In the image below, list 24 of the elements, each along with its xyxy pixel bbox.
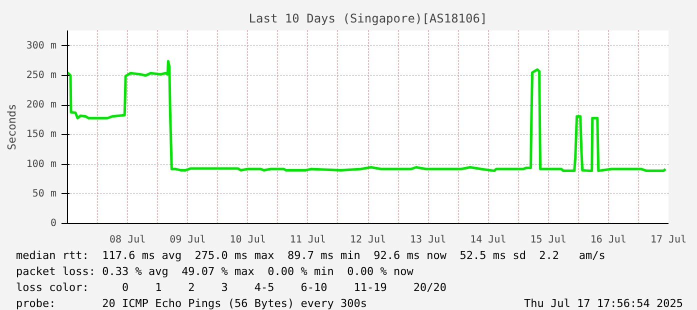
y-tick-label: 50 m	[32, 188, 57, 200]
text: probe: 20 ICMP Echo Pings (56 Bytes) every 300s	[16, 297, 367, 310]
y-tick-label: 0	[50, 218, 57, 229]
x-tick-label: 14 Jul	[470, 234, 506, 246]
text: loss color: 0 1 2 3 4-5 6-10 11-19 20/20	[16, 281, 446, 294]
y-tick-label: 150 m	[26, 129, 57, 140]
y-tick-label: 100 m	[26, 158, 57, 170]
y-tick-label: 300 m	[26, 40, 57, 52]
x-tick-label: 17 Jul	[650, 234, 687, 246]
x-tick-label: 12 Jul	[350, 234, 386, 246]
x-tick-label: 09 Jul	[170, 234, 206, 246]
x-tick-label: 11 Jul	[290, 234, 326, 246]
y-tick-label: 200 m	[26, 100, 57, 111]
text: packet loss: 0.33 % avg 49.07 % max 0.00 % min 0.00 % now	[16, 265, 414, 278]
y-axis-title: Seconds	[5, 104, 18, 150]
text: Thu Jul 17 17:56:54 2025	[524, 296, 683, 310]
x-tick-label: 10 Jul	[230, 234, 266, 246]
x-tick-label: 08 Jul	[110, 234, 146, 246]
chart-title: Last 10 Days (Singapore)[AS18106]	[248, 12, 488, 26]
x-tick-label: 15 Jul	[530, 234, 566, 246]
x-tick-label: 13 Jul	[410, 234, 446, 246]
x-tick-label: 16 Jul	[590, 234, 626, 246]
y-tick-label: 250 m	[26, 70, 57, 81]
text: median rtt: 117.6 ms avg 275.0 ms max 89.7 ms min 92.6 ms now 52.5 ms sd 2.2 am/s	[16, 249, 606, 262]
